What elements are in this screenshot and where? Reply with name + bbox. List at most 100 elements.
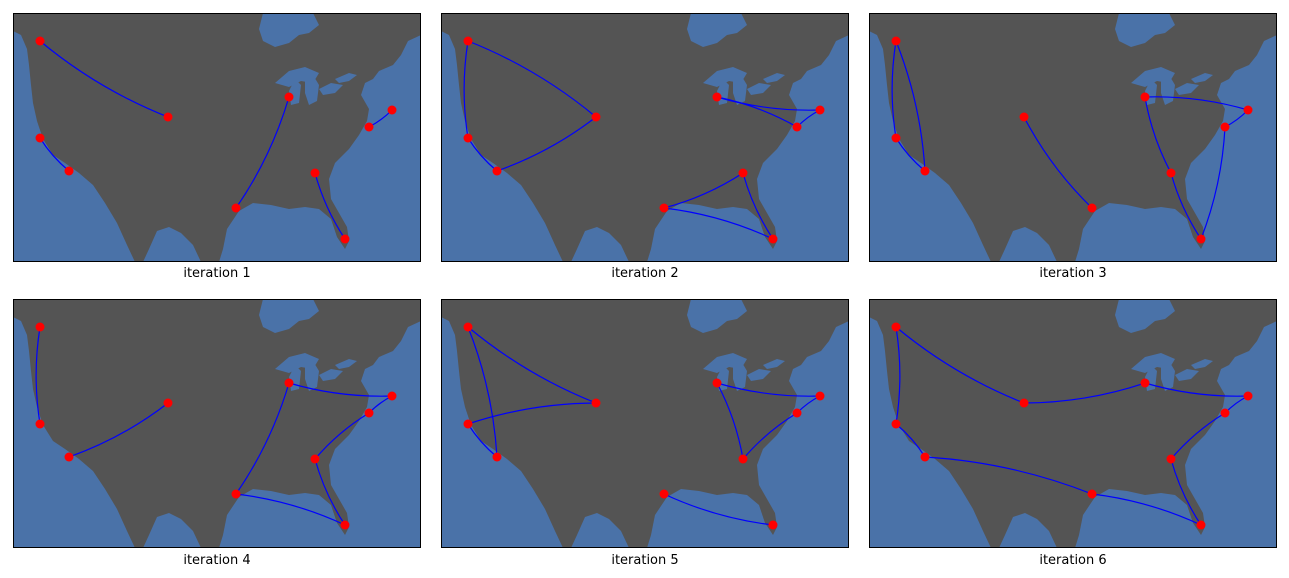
city-marker-new-york — [1243, 391, 1253, 401]
city-marker-san-francisco — [35, 419, 45, 429]
route-line — [1144, 96, 1172, 174]
us-map — [441, 13, 849, 262]
great-lake — [305, 361, 319, 391]
route-line — [742, 412, 798, 460]
city-marker-seattle — [891, 322, 901, 332]
route-line — [924, 456, 1093, 495]
map-panel-3 — [869, 13, 1277, 262]
city-marker-chicago — [712, 92, 722, 102]
route-line — [663, 172, 744, 209]
route-line — [467, 40, 597, 118]
city-marker-houston — [231, 489, 241, 499]
hudson-bay-water — [1115, 299, 1175, 333]
panel-frame — [13, 13, 421, 262]
route-line — [1023, 382, 1146, 404]
panel-caption-4: iteration 4 — [183, 553, 251, 568]
route-line — [742, 172, 774, 240]
great-lake — [763, 73, 785, 83]
land-mass — [869, 299, 1277, 548]
city-marker-denver — [163, 112, 173, 122]
panel-frame — [13, 299, 421, 548]
city-marker-houston — [659, 489, 669, 499]
route-line — [467, 326, 498, 458]
route-line — [314, 172, 346, 240]
great-lake — [1175, 83, 1199, 95]
route-line — [1023, 116, 1093, 209]
city-marker-washington-dc — [1220, 122, 1230, 132]
panel-caption-6: iteration 6 — [1039, 553, 1107, 568]
panel-frame — [869, 13, 1277, 262]
panel-frame — [869, 299, 1277, 548]
panel-frame — [441, 299, 849, 548]
city-marker-chicago — [284, 378, 294, 388]
great-lake — [1175, 369, 1199, 381]
great-lake — [747, 369, 771, 381]
map-panel-5 — [441, 299, 849, 548]
great-lake — [747, 83, 771, 95]
city-marker-denver — [591, 398, 601, 408]
city-marker-san-francisco — [891, 419, 901, 429]
route-line — [288, 382, 393, 397]
route-line — [1144, 382, 1249, 397]
city-marker-san-francisco — [463, 133, 473, 143]
city-marker-new-york — [387, 105, 397, 115]
great-lake — [319, 369, 343, 381]
city-marker-san-francisco — [463, 419, 473, 429]
route-line — [716, 382, 821, 397]
city-marker-denver — [163, 398, 173, 408]
great-lake — [305, 75, 319, 105]
city-marker-miami — [1196, 520, 1206, 530]
city-marker-seattle — [35, 36, 45, 46]
city-marker-chicago — [1140, 378, 1150, 388]
route-line — [1170, 458, 1202, 526]
city-marker-los-angeles — [920, 452, 930, 462]
city-marker-houston — [231, 203, 241, 213]
great-lake — [733, 361, 747, 391]
city-marker-new-york — [387, 391, 397, 401]
city-marker-chicago — [1140, 92, 1150, 102]
route-line — [716, 382, 744, 460]
route-line — [1200, 126, 1226, 240]
map-panel-4 — [13, 299, 421, 548]
route-line — [68, 402, 169, 458]
city-marker-san-francisco — [891, 133, 901, 143]
land-mass — [441, 13, 849, 262]
city-marker-atlanta — [310, 454, 320, 464]
hudson-bay-water — [259, 13, 319, 47]
route-line — [895, 326, 1025, 404]
route-line — [1091, 493, 1202, 526]
route-line — [467, 326, 597, 404]
hudson-bay-water — [1115, 13, 1175, 47]
city-marker-seattle — [463, 322, 473, 332]
map-panel-6 — [869, 299, 1277, 548]
city-marker-atlanta — [1166, 454, 1176, 464]
route-line — [235, 96, 290, 209]
land-mass — [13, 13, 421, 262]
us-map — [869, 299, 1277, 548]
city-marker-washington-dc — [792, 122, 802, 132]
route-line — [895, 40, 926, 172]
city-marker-houston — [1087, 489, 1097, 499]
city-marker-denver — [591, 112, 601, 122]
route-line — [314, 412, 370, 460]
city-marker-new-york — [815, 391, 825, 401]
great-lake — [1161, 361, 1175, 391]
hudson-bay-water — [687, 13, 747, 47]
us-map — [13, 13, 421, 262]
city-marker-new-york — [815, 105, 825, 115]
city-marker-chicago — [712, 378, 722, 388]
city-marker-los-angeles — [64, 452, 74, 462]
city-marker-atlanta — [310, 168, 320, 178]
route-line — [891, 40, 897, 139]
city-marker-houston — [1087, 203, 1097, 213]
route-line — [1170, 412, 1226, 460]
city-marker-atlanta — [738, 454, 748, 464]
route-line — [235, 382, 290, 495]
great-lake — [319, 83, 343, 95]
city-marker-san-francisco — [35, 133, 45, 143]
route-line — [496, 116, 597, 172]
route-line — [1170, 172, 1202, 240]
city-marker-new-york — [1243, 105, 1253, 115]
map-panel-1 — [13, 13, 421, 262]
route-line — [663, 207, 774, 240]
